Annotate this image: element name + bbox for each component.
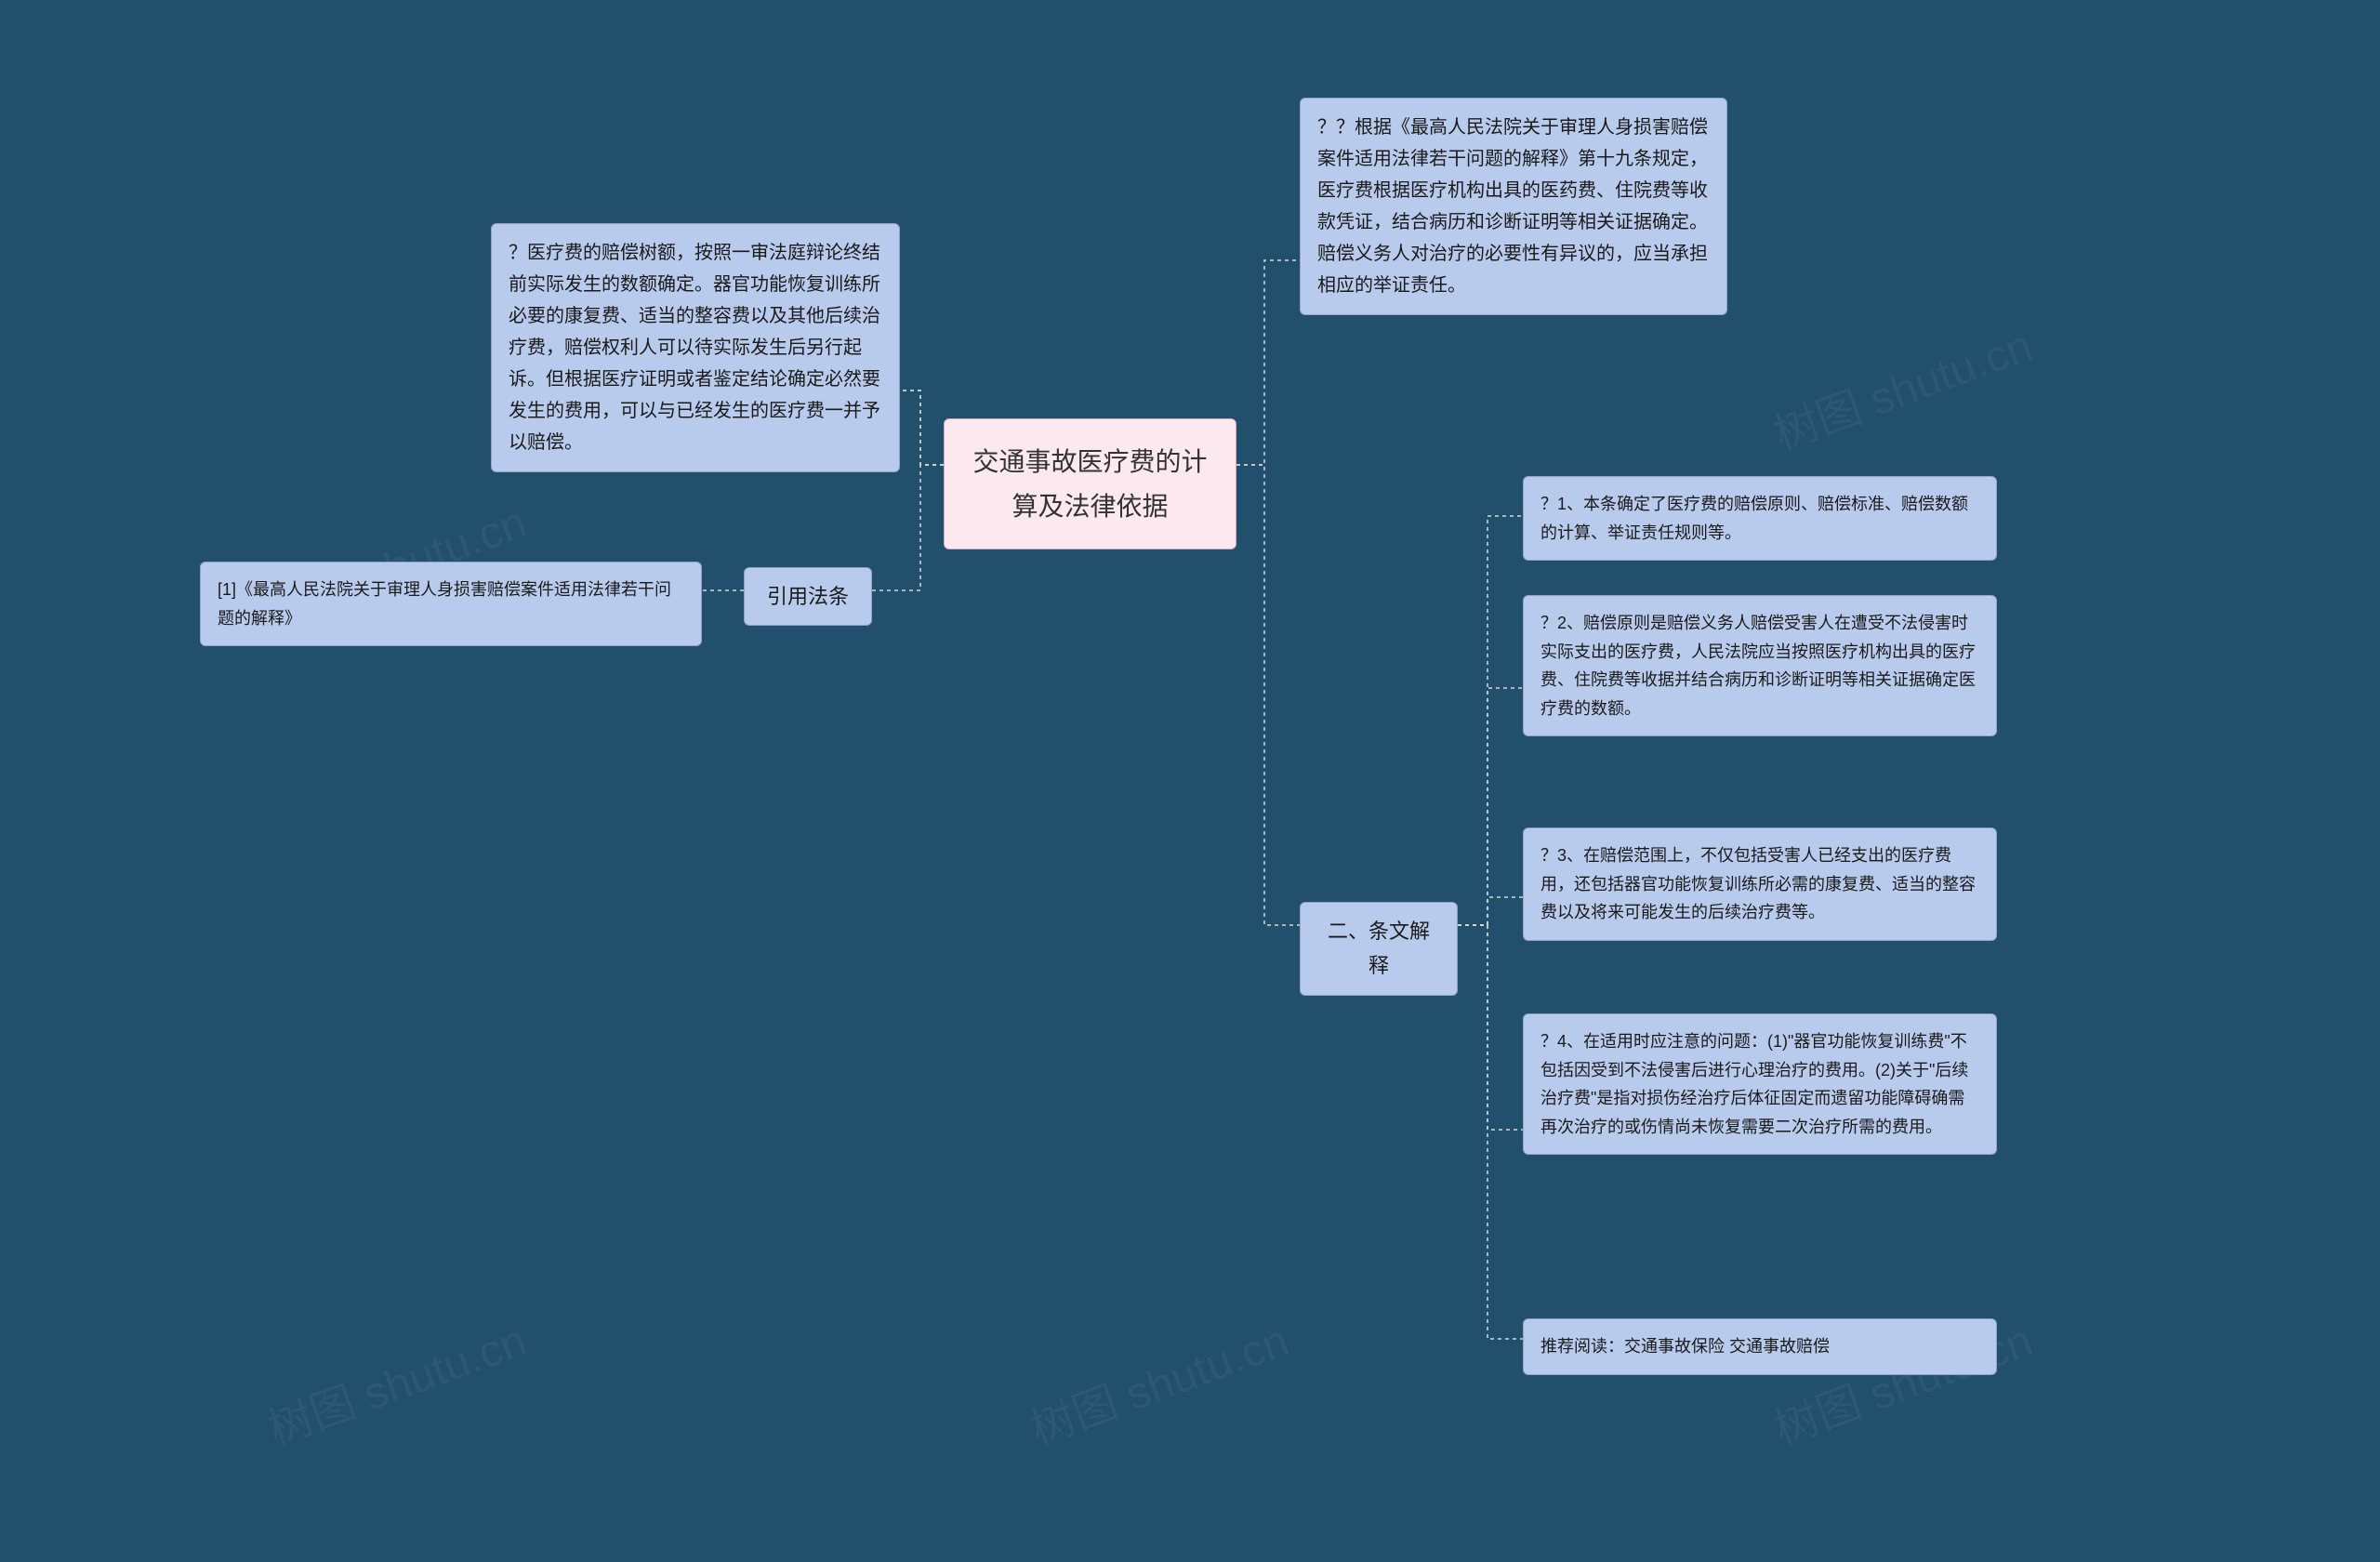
root-node: 交通事故医疗费的计算及法律依据 (944, 418, 1236, 549)
right-leaf-top: ？？根据《最高人民法院关于审理人身损害赔偿案件适用法律若干问题的解释》第十九条规… (1300, 98, 1727, 315)
right-item-4: ？4、在适用时应注意的问题：(1)"器官功能恢复训练费"不包括因受到不法侵害后进… (1523, 1013, 1997, 1155)
right-item-2: ？2、赔偿原则是赔偿义务人赔偿受害人在遭受不法侵害时实际支出的医疗费，人民法院应… (1523, 595, 1997, 736)
left-citation-text: [1]《最高人民法院关于审理人身损害赔偿案件适用法律若干问题的解释》 (200, 562, 702, 646)
right-branch-interpretation: 二、条文解释 (1300, 902, 1458, 996)
watermark: 树图 shutu.cn (258, 1304, 534, 1457)
right-item-1: ？1、本条确定了医疗费的赔偿原则、赔偿标准、赔偿数额的计算、举证责任规则等。 (1523, 476, 1997, 561)
right-item-5: 推荐阅读：交通事故保险 交通事故赔偿 (1523, 1318, 1997, 1375)
left-branch-citation: 引用法条 (744, 567, 872, 626)
left-leaf-main: ？医疗费的赔偿树额，按照一审法庭辩论终结前实际发生的数额确定。器官功能恢复训练所… (491, 223, 900, 472)
right-item-3: ？3、在赔偿范围上，不仅包括受害人已经支出的医疗费用，还包括器官功能恢复训练所必… (1523, 827, 1997, 941)
watermark: 树图 shutu.cn (1020, 1304, 1296, 1457)
watermark: 树图 shutu.cn (1764, 309, 2040, 462)
connectors (0, 0, 2380, 1562)
